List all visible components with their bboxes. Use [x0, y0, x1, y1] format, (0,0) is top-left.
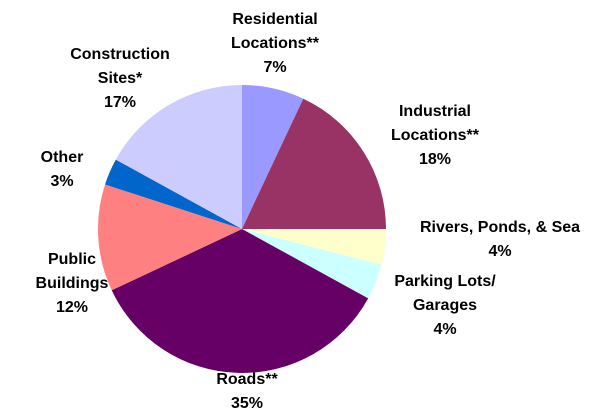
- slice-label: Rivers, Ponds, & Sea 4%: [390, 216, 608, 264]
- value-label: 35%: [230, 395, 264, 411]
- slice-label: Roads** 35%: [137, 368, 357, 411]
- value-label: 3%: [50, 173, 74, 190]
- category-label: Other: [40, 149, 84, 166]
- pie-slice: [242, 229, 382, 299]
- category-label: Roads**: [216, 371, 278, 388]
- slice-label: Parking Lots/ Garages 4%: [335, 270, 555, 342]
- category-label: Rivers, Ponds, & Sea: [419, 219, 581, 236]
- slice-label: Industrial Locations** 18%: [325, 100, 545, 172]
- category-label: Industrial Locations**: [390, 103, 479, 144]
- slice-label: Other 3%: [0, 146, 172, 194]
- pie-slice: [115, 85, 242, 229]
- slice-label: Public Buildings 12%: [0, 248, 182, 320]
- category-label: Construction Sites*: [70, 46, 170, 87]
- value-label: 18%: [418, 151, 452, 168]
- value-label: 4%: [433, 321, 457, 338]
- pie-slice: [242, 85, 304, 229]
- value-label: 17%: [103, 94, 137, 111]
- category-label: Public Buildings: [35, 251, 109, 292]
- slice-label: Residential Locations** 7%: [165, 8, 385, 80]
- value-label: 12%: [55, 299, 89, 316]
- pie-slice: [111, 229, 369, 374]
- value-label: 7%: [263, 59, 287, 76]
- category-label: Residential Locations**: [230, 11, 319, 52]
- pie-slice: [98, 184, 242, 291]
- pie-slice: [105, 159, 243, 229]
- pie-slice: [242, 229, 386, 265]
- category-label: Parking Lots/ Garages: [394, 273, 496, 314]
- value-label: 4%: [488, 243, 512, 260]
- pie-slice: [242, 98, 386, 230]
- slice-label: Construction Sites* 17%: [10, 43, 230, 115]
